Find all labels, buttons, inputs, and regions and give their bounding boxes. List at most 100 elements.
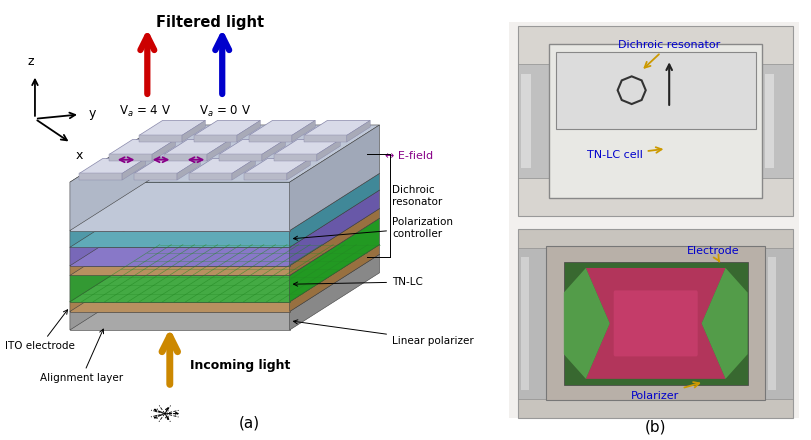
- Polygon shape: [152, 139, 175, 161]
- Text: z: z: [28, 55, 34, 68]
- FancyBboxPatch shape: [546, 246, 764, 400]
- Polygon shape: [563, 268, 609, 379]
- Text: x: x: [75, 149, 83, 162]
- Polygon shape: [70, 182, 290, 231]
- Polygon shape: [249, 136, 291, 142]
- Polygon shape: [70, 254, 160, 330]
- FancyBboxPatch shape: [761, 64, 792, 178]
- FancyBboxPatch shape: [767, 257, 775, 390]
- Polygon shape: [290, 173, 379, 247]
- Text: Polarization
controller: Polarization controller: [293, 217, 453, 240]
- Text: Dichroic
resonator: Dichroic resonator: [392, 185, 442, 207]
- Polygon shape: [164, 154, 207, 161]
- FancyBboxPatch shape: [517, 248, 546, 399]
- Polygon shape: [290, 209, 379, 275]
- Polygon shape: [70, 218, 160, 302]
- Polygon shape: [70, 312, 290, 330]
- Polygon shape: [134, 173, 177, 180]
- Text: Electrode: Electrode: [686, 246, 739, 262]
- Polygon shape: [70, 209, 160, 275]
- Polygon shape: [70, 302, 290, 312]
- FancyBboxPatch shape: [517, 26, 792, 216]
- Text: Polarizer: Polarizer: [630, 382, 698, 401]
- Text: Filtered light: Filtered light: [156, 15, 264, 30]
- Text: Linear polarizer: Linear polarizer: [293, 320, 473, 345]
- Polygon shape: [194, 121, 260, 136]
- Polygon shape: [70, 173, 160, 247]
- Polygon shape: [219, 139, 285, 154]
- Polygon shape: [164, 139, 230, 154]
- Polygon shape: [70, 254, 379, 312]
- Text: y: y: [88, 106, 96, 120]
- Polygon shape: [139, 121, 205, 136]
- Text: TN-LC cell: TN-LC cell: [586, 147, 661, 160]
- FancyBboxPatch shape: [549, 44, 761, 198]
- Polygon shape: [79, 173, 122, 180]
- Polygon shape: [249, 121, 315, 136]
- Polygon shape: [134, 158, 200, 173]
- Polygon shape: [70, 247, 290, 266]
- FancyBboxPatch shape: [521, 73, 530, 168]
- Polygon shape: [286, 158, 310, 180]
- Text: ↔ E-field: ↔ E-field: [384, 151, 432, 161]
- Polygon shape: [139, 136, 182, 142]
- Polygon shape: [122, 158, 145, 180]
- Polygon shape: [70, 245, 160, 312]
- Polygon shape: [70, 173, 379, 231]
- Text: Dichroic resonator: Dichroic resonator: [617, 40, 719, 68]
- FancyBboxPatch shape: [613, 290, 697, 356]
- Polygon shape: [219, 154, 262, 161]
- Polygon shape: [70, 125, 160, 231]
- Polygon shape: [70, 231, 290, 247]
- Text: (b): (b): [644, 420, 666, 435]
- Text: (a): (a): [238, 415, 260, 430]
- Polygon shape: [303, 136, 346, 142]
- Polygon shape: [290, 245, 379, 312]
- Polygon shape: [79, 158, 145, 173]
- FancyBboxPatch shape: [563, 262, 747, 385]
- Polygon shape: [303, 121, 370, 136]
- Polygon shape: [70, 125, 379, 182]
- Text: TN-LC: TN-LC: [293, 277, 423, 287]
- Text: Alignment layer: Alignment layer: [40, 329, 123, 383]
- Polygon shape: [207, 139, 230, 161]
- Polygon shape: [273, 139, 340, 154]
- Polygon shape: [290, 254, 379, 330]
- Text: Incoming light: Incoming light: [190, 359, 290, 372]
- Polygon shape: [109, 154, 152, 161]
- FancyBboxPatch shape: [508, 22, 799, 418]
- Polygon shape: [701, 268, 747, 379]
- Polygon shape: [189, 158, 255, 173]
- Polygon shape: [109, 139, 175, 154]
- Polygon shape: [70, 266, 290, 275]
- FancyBboxPatch shape: [764, 73, 774, 168]
- Polygon shape: [291, 121, 315, 142]
- Polygon shape: [346, 121, 370, 142]
- Polygon shape: [316, 139, 340, 161]
- FancyBboxPatch shape: [517, 64, 549, 178]
- Polygon shape: [290, 218, 379, 302]
- Polygon shape: [232, 158, 255, 180]
- Polygon shape: [70, 275, 290, 302]
- Polygon shape: [290, 125, 379, 231]
- FancyBboxPatch shape: [764, 248, 792, 399]
- Polygon shape: [273, 154, 316, 161]
- Text: V$_a$ = 0 V: V$_a$ = 0 V: [199, 103, 251, 118]
- Polygon shape: [244, 173, 286, 180]
- Text: ITO electrode: ITO electrode: [5, 310, 75, 351]
- FancyBboxPatch shape: [521, 257, 529, 390]
- Polygon shape: [194, 136, 237, 142]
- Polygon shape: [70, 209, 379, 266]
- Polygon shape: [70, 218, 379, 275]
- Polygon shape: [70, 245, 379, 302]
- Polygon shape: [262, 139, 285, 161]
- Polygon shape: [70, 190, 379, 247]
- Polygon shape: [244, 158, 310, 173]
- Polygon shape: [290, 190, 379, 266]
- Polygon shape: [585, 268, 725, 379]
- Polygon shape: [237, 121, 260, 142]
- Polygon shape: [177, 158, 200, 180]
- Polygon shape: [182, 121, 205, 142]
- Polygon shape: [70, 190, 160, 266]
- Polygon shape: [189, 173, 232, 180]
